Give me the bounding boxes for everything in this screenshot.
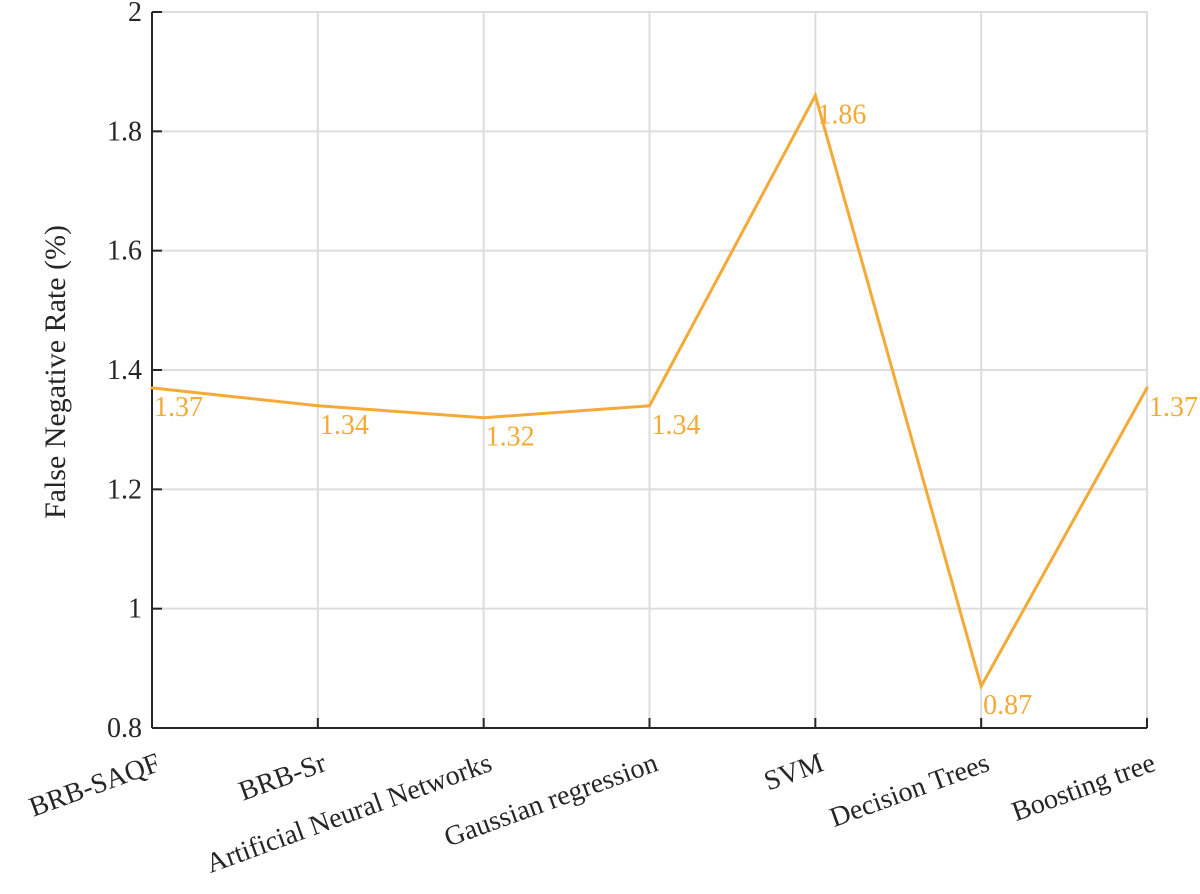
data-label: 1.34	[652, 410, 701, 441]
data-labels: 1.37 1.34 1.32 1.34 1.86 0.87 1.37	[154, 100, 1198, 722]
data-point	[1145, 386, 1149, 390]
y-tick-label: 2	[128, 0, 142, 28]
x-tick-label: SVM	[760, 747, 828, 797]
y-tick-label: 1	[128, 594, 142, 625]
data-point	[813, 94, 817, 98]
data-point	[979, 684, 983, 688]
data-point	[482, 416, 486, 420]
x-tick-label: BRB-Sr	[235, 747, 331, 807]
x-tick-label: Artificial Neural Networks	[202, 747, 496, 879]
grid	[151, 11, 1148, 729]
data-label: 1.37	[1149, 392, 1198, 423]
y-axis-title: False Negative Rate (%)	[39, 225, 72, 519]
data-point	[316, 404, 320, 408]
y-tick-label: 1.4	[107, 355, 142, 386]
axes	[151, 11, 1148, 729]
data-label: 1.86	[817, 100, 866, 131]
x-tick-label: BRB-SAQF	[25, 747, 164, 823]
data-label: 1.34	[320, 410, 369, 441]
data-label: 0.87	[983, 690, 1032, 721]
y-tick-label: 0.8	[107, 713, 142, 744]
y-tick-label: 1.6	[107, 236, 142, 267]
data-point	[648, 404, 651, 408]
data-label: 1.32	[486, 422, 535, 453]
x-tick-label: Decision Trees	[826, 747, 994, 833]
data-label: 1.37	[154, 392, 203, 423]
x-tick-label: Boosting tree	[1008, 747, 1160, 827]
y-tick-label: 1.2	[107, 474, 142, 505]
data-point	[150, 386, 154, 390]
y-tick-label: 1.8	[107, 116, 142, 147]
series-layer	[150, 91, 1149, 691]
